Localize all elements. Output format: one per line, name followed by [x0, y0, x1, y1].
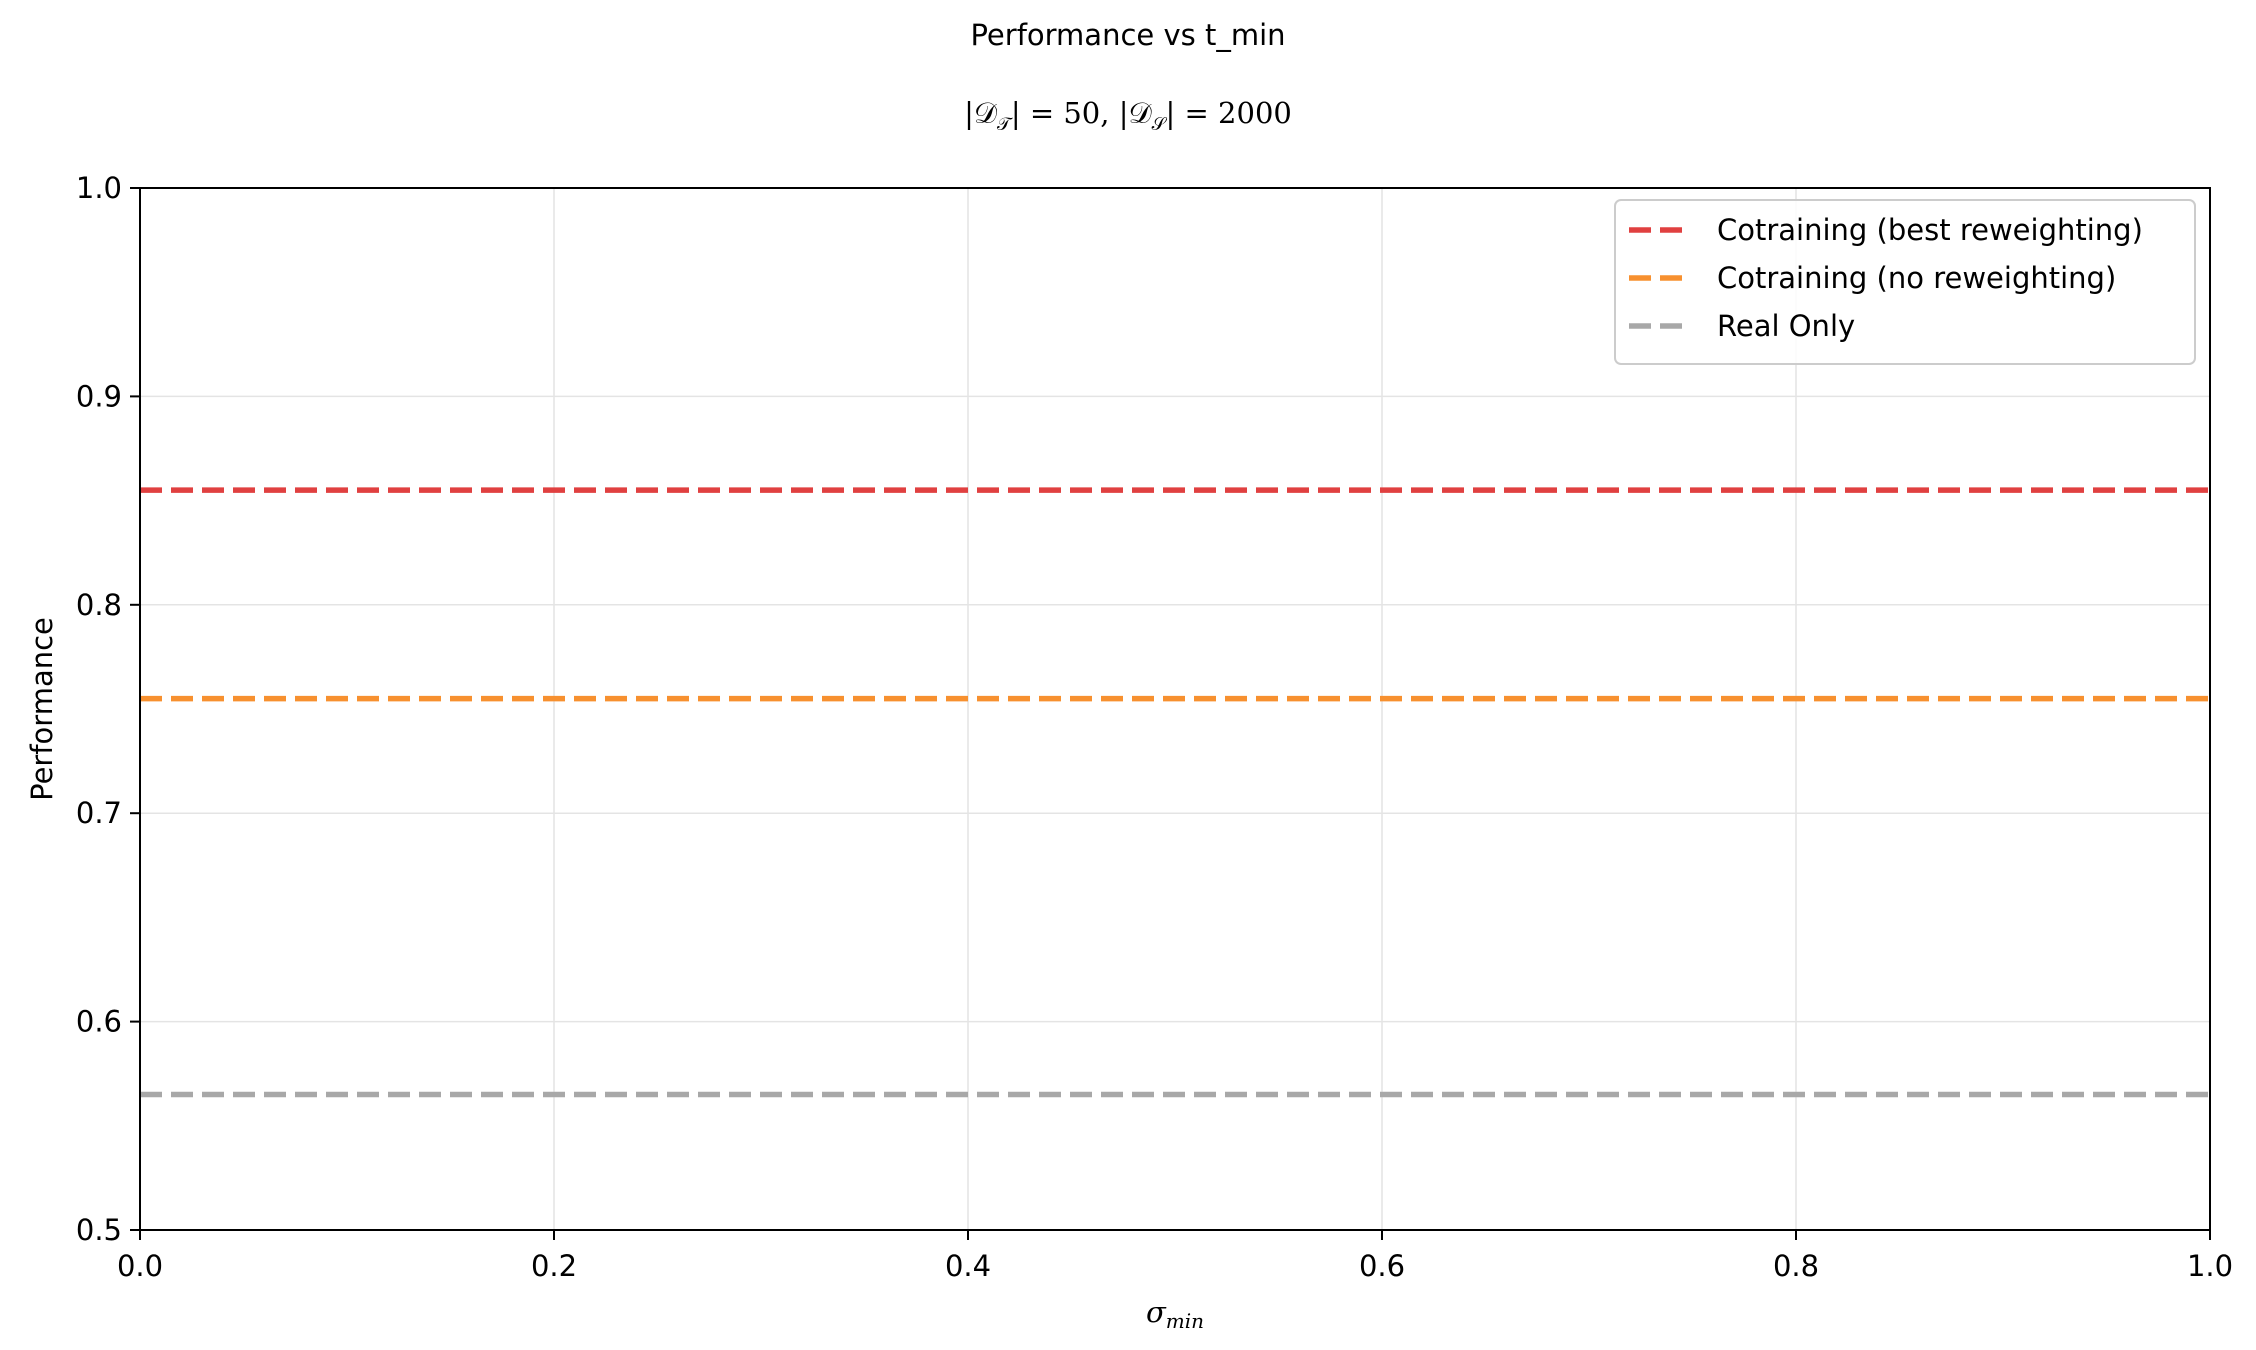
x-tick-label: 0.6	[1359, 1249, 1405, 1283]
y-tick-label: 0.7	[76, 796, 122, 830]
legend-label: Cotraining (best reweighting)	[1717, 213, 2143, 247]
x-axis-label: σmin	[1146, 1295, 1204, 1333]
plot-frame	[139, 187, 2211, 1231]
y-tick-label: 0.6	[76, 1005, 122, 1039]
chart-title: |𝒟𝒯| = 50, |𝒟𝒮| = 2000	[964, 96, 1292, 135]
y-axis-label: Performance	[25, 617, 59, 801]
series-lines	[140, 487, 2210, 1098]
y-tick-label: 1.0	[76, 171, 122, 205]
x-tick-label: 0.4	[945, 1249, 991, 1283]
legend-label: Real Only	[1717, 309, 1855, 343]
chart-suptitle: Performance vs t_min	[970, 18, 1286, 52]
x-tick-label: 0.8	[1773, 1249, 1819, 1283]
y-tick-label: 0.9	[76, 379, 122, 413]
y-tick-label: 0.5	[76, 1213, 122, 1247]
legend-label: Cotraining (no reweighting)	[1717, 261, 2116, 295]
y-tick-label: 0.8	[76, 588, 122, 622]
x-axis: 0.0 0.2 0.4 0.6 0.8 1.0	[117, 1230, 2233, 1283]
x-tick-label: 0.0	[117, 1249, 163, 1283]
y-axis: 0.5 0.6 0.7 0.8 0.9 1.0	[76, 171, 140, 1247]
x-tick-label: 0.2	[531, 1249, 577, 1283]
x-tick-label: 1.0	[2187, 1249, 2233, 1283]
legend-box	[1614, 199, 2196, 365]
legend: Cotraining (best reweighting) Cotraining …	[1614, 199, 2196, 365]
